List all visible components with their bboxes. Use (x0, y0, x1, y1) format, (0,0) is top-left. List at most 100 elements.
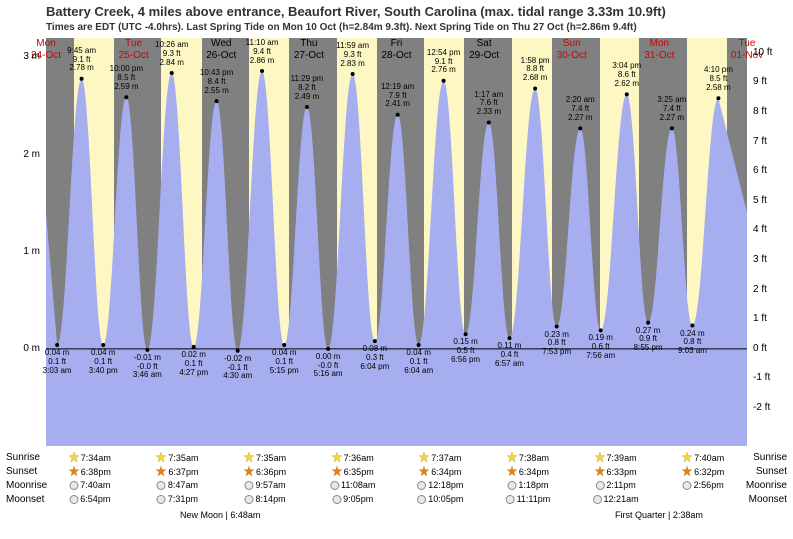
moonset-time-text: 12:21am (604, 494, 639, 504)
moonset-time: 8:14pm (245, 494, 286, 504)
y-axis-right-tick: 7 ft (753, 136, 793, 147)
sunrise-time-text: 7:34am (81, 453, 111, 463)
moonrise-time-text: 2:11pm (606, 480, 635, 490)
moonset-time-text: 8:14pm (256, 494, 286, 504)
high-tide-label: 1:17 am7.6 ft2.33 m (474, 91, 503, 117)
low-tide-label: -0.02 m-0.1 ft4:30 am (223, 355, 252, 381)
date-label: Mon31-Oct (644, 38, 674, 62)
y-axis-left-tick: 1 m (0, 246, 40, 257)
sunrise-time-text: 7:35am (168, 453, 198, 463)
sunrise-time-text: 7:36am (344, 453, 374, 463)
tide-point (282, 343, 286, 347)
moonset-time: 7:31pm (157, 494, 198, 504)
y-axis-right-tick: 2 ft (753, 284, 793, 295)
sunset-star-icon (595, 466, 607, 478)
moonrise-time: 12:18pm (417, 480, 463, 490)
sunset-time: 6:35pm (332, 466, 374, 478)
moonrise-time: 2:56pm (683, 480, 724, 490)
tide-point (578, 126, 582, 130)
sunrise-star-icon (595, 452, 607, 464)
moonrise-time-text: 9:57am (256, 480, 286, 490)
high-tide-label: 12:19 am7.9 ft2.41 m (381, 83, 414, 109)
moonset-moon-icon (245, 495, 254, 504)
low-tide-label: 0.23 m0.8 ft7:53 pm (542, 331, 571, 357)
low-tide-label: 0.04 m0.1 ft6:04 am (404, 349, 433, 375)
date-label: Sat29-Oct (469, 38, 499, 62)
low-tide-label: 0.15 m0.5 ft6:56 pm (451, 338, 480, 364)
date-label: Tue25-Oct (119, 38, 149, 62)
date-label: Wed26-Oct (206, 38, 236, 62)
moonset-moon-icon (593, 495, 602, 504)
tide-point (555, 325, 559, 329)
y-axis-right-tick: -1 ft (753, 372, 793, 383)
y-axis-right-tick: 5 ft (753, 195, 793, 206)
sunrise-time: 7:35am (244, 452, 286, 464)
sunrise-time: 7:37am (419, 452, 461, 464)
low-tide-label: 0.04 m0.1 ft3:40 pm (89, 349, 118, 375)
moonrise-moon-icon (683, 481, 692, 490)
plot-area: 0.04 m0.1 ft3:03 am9:45 am9.1 ft2.78 m0.… (46, 38, 747, 446)
y-axis-right-tick: 9 ft (753, 76, 793, 87)
y-axis-right-tick: 0 ft (753, 343, 793, 354)
sunset-label-right: Sunset (756, 466, 787, 477)
moonrise-time-text: 8:47am (168, 480, 198, 490)
moon-phase-label: New Moon | 6:48am (180, 510, 260, 520)
y-axis-left-tick: 2 m (0, 149, 40, 160)
sunset-time: 6:32pm (682, 466, 724, 478)
tide-point (236, 349, 240, 353)
chart-subtitle: Times are EDT (UTC -4.0hrs). Last Spring… (46, 22, 637, 33)
sunrise-time: 7:34am (69, 452, 111, 464)
high-tide-label: 11:10 am9.4 ft2.86 m (246, 39, 279, 65)
tide-point (625, 92, 629, 96)
moonrise-time: 2:11pm (595, 480, 635, 490)
low-tide-label: 0.00 m-0.0 ft5:16 am (314, 353, 343, 379)
sunrise-time-text: 7:35am (256, 453, 286, 463)
y-axis-right-tick: 8 ft (753, 106, 793, 117)
high-tide-label: 1:58 pm8.8 ft2.68 m (521, 57, 550, 83)
sunrise-star-icon (69, 452, 81, 464)
chart-title: Battery Creek, 4 miles above entrance, B… (46, 4, 666, 19)
sunrise-star-icon (244, 452, 256, 464)
sunset-time-text: 6:33pm (607, 467, 637, 477)
tide-point (646, 321, 650, 325)
moonset-time: 11:11pm (506, 494, 551, 504)
sunrise-time: 7:36am (332, 452, 374, 464)
sunset-label: Sunset (6, 466, 37, 477)
moonset-label: Moonset (6, 494, 44, 505)
high-tide-label: 12:54 pm9.1 ft2.76 m (427, 49, 460, 75)
sunrise-time: 7:38am (507, 452, 549, 464)
sunrise-time: 7:39am (595, 452, 637, 464)
sunset-time: 6:34pm (419, 466, 461, 478)
sunrise-time: 7:35am (156, 452, 198, 464)
moonrise-time-text: 1:18pm (518, 480, 548, 490)
tide-point (215, 99, 219, 103)
sunset-time: 6:33pm (595, 466, 637, 478)
sunset-time: 6:36pm (244, 466, 286, 478)
date-label: Sun30-Oct (557, 38, 587, 62)
low-tide-label: 0.02 m0.1 ft4:27 pm (179, 351, 208, 377)
sunset-time: 6:38pm (69, 466, 111, 478)
high-tide-label: 11:29 pm8.2 ft2.49 m (291, 75, 324, 101)
moonrise-moon-icon (595, 481, 604, 490)
tide-point (145, 348, 149, 352)
sunrise-label-right: Sunrise (753, 452, 787, 463)
sunset-time-text: 6:32pm (694, 467, 724, 477)
high-tide-label: 2:20 am7.4 ft2.27 m (566, 96, 595, 122)
sunset-time-text: 6:37pm (168, 467, 198, 477)
sunset-star-icon (69, 466, 81, 478)
tide-point (670, 126, 674, 130)
tide-point (690, 324, 694, 328)
tide-point (396, 113, 400, 117)
low-tide-label: 0.08 m0.3 ft6:04 pm (360, 345, 389, 371)
moonrise-time-text: 12:18pm (428, 480, 463, 490)
moonrise-moon-icon (417, 481, 426, 490)
sunset-star-icon (332, 466, 344, 478)
moonrise-label-right: Moonrise (746, 480, 787, 491)
moonset-moon-icon (506, 495, 515, 504)
date-label: Fri28-Oct (381, 38, 411, 62)
moonrise-time: 1:18pm (507, 480, 548, 490)
tide-point (192, 345, 196, 349)
y-axis-right-tick: 6 ft (753, 165, 793, 176)
tide-point (533, 87, 537, 91)
low-tide-label: 0.04 m0.1 ft3:03 am (43, 349, 72, 375)
